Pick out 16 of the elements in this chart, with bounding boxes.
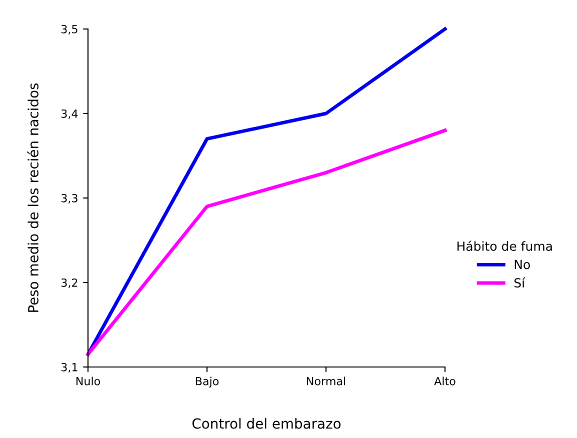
y-tick-label: 3,5 bbox=[61, 24, 78, 35]
x-tick-label: Normal bbox=[306, 376, 346, 386]
y-tick-label: 3,1 bbox=[61, 362, 78, 373]
legend-label: Sí bbox=[514, 277, 526, 288]
y-axis-title: Peso medio de los recién nacidos bbox=[27, 83, 38, 312]
x-tick-label: Nulo bbox=[76, 376, 100, 386]
x-axis-title: Control del embarazo bbox=[192, 418, 341, 429]
y-tick-label: 3,2 bbox=[61, 278, 78, 288]
legend-title: Hábito de fuma bbox=[457, 240, 552, 251]
x-tick-label: Bajo bbox=[196, 376, 219, 388]
x-tick-label: Alto bbox=[434, 376, 456, 386]
legend-label: No bbox=[514, 260, 530, 270]
line-series bbox=[86, 27, 447, 356]
y-tick-label: 3,3 bbox=[61, 194, 78, 204]
y-tick-label: 3,4 bbox=[61, 109, 78, 120]
line-series bbox=[86, 128, 447, 356]
